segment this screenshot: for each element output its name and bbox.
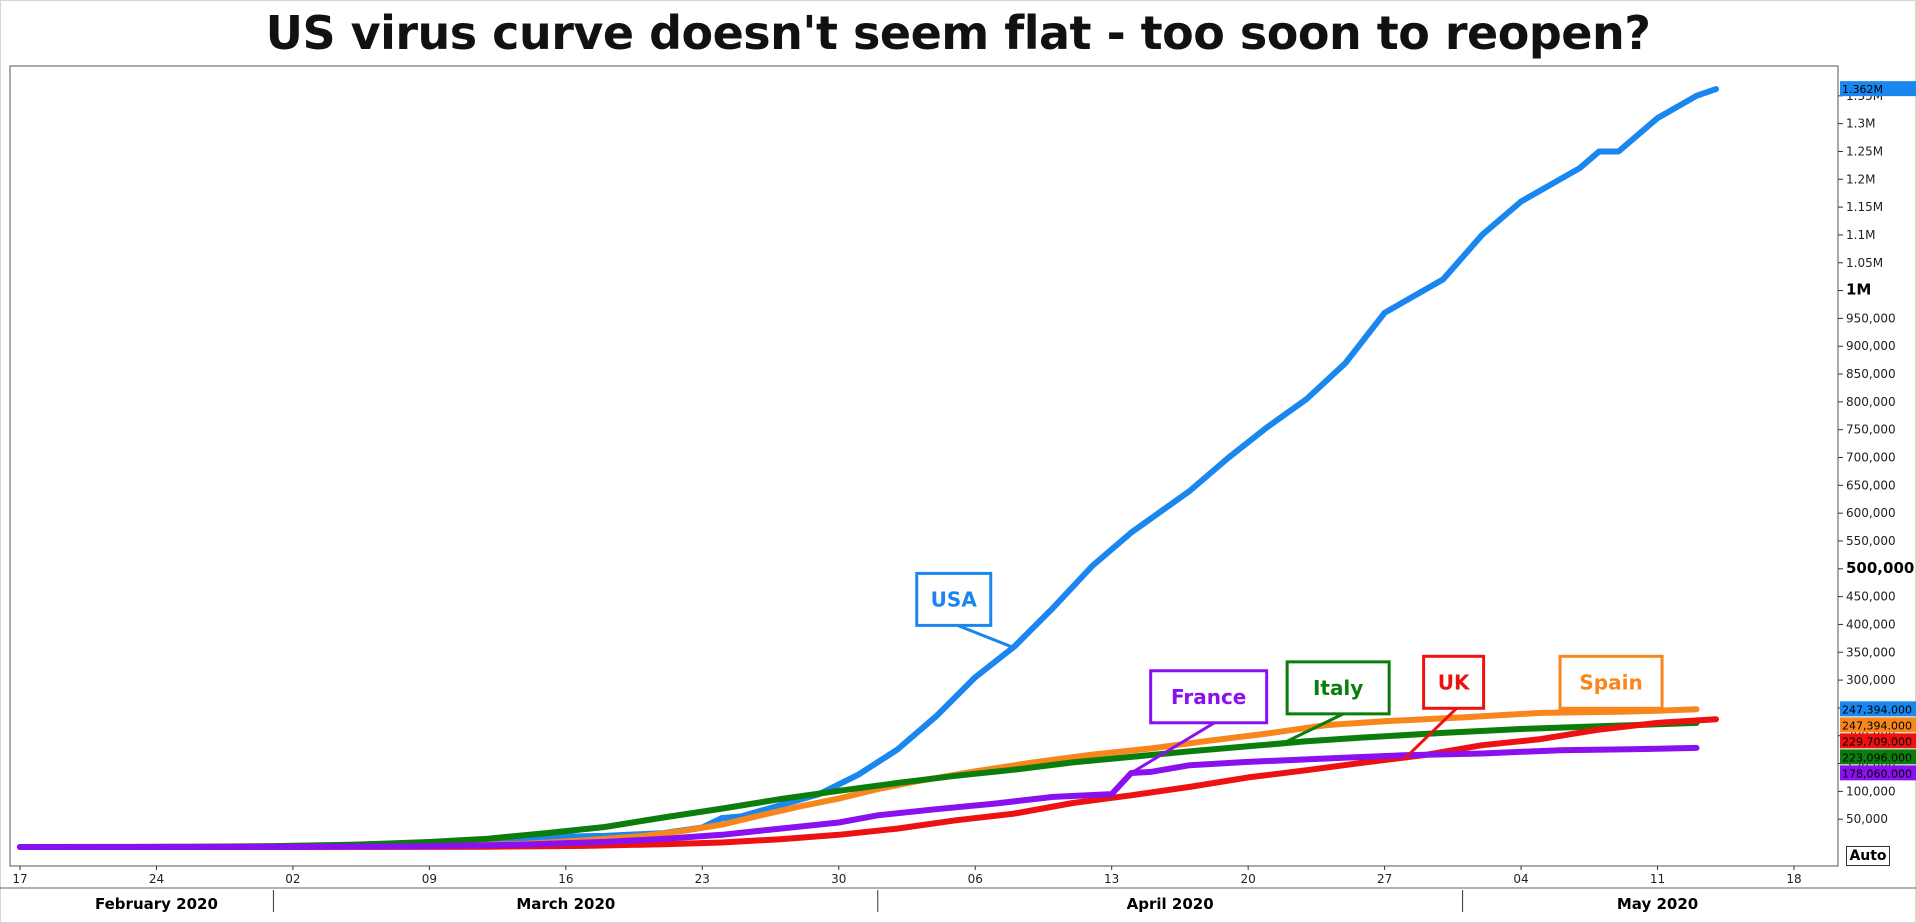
auto-scale-button[interactable]: Auto (1846, 846, 1890, 866)
x-tick-label: 11 (1650, 872, 1665, 886)
callout-box (1422, 654, 1486, 710)
y-tick-label: 1.1M (1846, 228, 1875, 242)
y-tick-label: 900,000 (1846, 339, 1896, 353)
x-tick-label: 16 (558, 872, 573, 886)
last-value-label: 247,394.000 (1842, 719, 1912, 732)
y-tick-label: 350,000 (1846, 645, 1896, 659)
x-tick-label: 06 (968, 872, 983, 886)
x-tick-label: 04 (1513, 872, 1528, 886)
last-value-tag (1840, 717, 1916, 733)
x-tick-label: 18 (1786, 872, 1801, 886)
callout-leader (956, 623, 1015, 650)
callout-label: UK (1438, 670, 1471, 694)
y-tick-label: 650,000 (1846, 478, 1896, 492)
y-tick-label: 750,000 (1846, 423, 1896, 437)
callout-leader (1130, 721, 1216, 775)
y-tick-label: 800,000 (1846, 395, 1896, 409)
callout-box (1558, 654, 1664, 710)
callout-box (915, 571, 993, 627)
y-tick-label: 400,000 (1846, 617, 1896, 631)
y-tick-label: 50,000 (1846, 812, 1888, 826)
y-tick-label: 600,000 (1846, 506, 1896, 520)
last-value-label: 178,060.000 (1842, 767, 1912, 780)
last-value-tag (1840, 701, 1916, 717)
x-month-label: February 2020 (95, 895, 218, 913)
y-tick-label: 1.2M (1846, 172, 1875, 186)
chart-title: US virus curve doesn't seem flat - too s… (265, 6, 1651, 60)
last-value-label: 229,709.000 (1842, 735, 1912, 748)
x-tick-label: 23 (695, 872, 710, 886)
series-line-france (17, 744, 1700, 850)
callout-label: USA (931, 587, 978, 611)
callout-label: Italy (1313, 676, 1363, 700)
last-value-label: 223,096.000 (1842, 751, 1912, 764)
y-tick-label: 1.05M (1846, 256, 1883, 270)
callout-box (1285, 660, 1391, 716)
x-tick-label: 02 (285, 872, 300, 886)
x-month-label: April 2020 (1127, 895, 1214, 913)
x-tick-label: 20 (1241, 872, 1256, 886)
y-tick-label: 700,000 (1846, 451, 1896, 465)
last-value-label: 247,394.000 (1842, 703, 1912, 716)
y-tick-label: 550,000 (1846, 534, 1896, 548)
last-value-tag (1840, 733, 1916, 749)
x-tick-label: 30 (831, 872, 846, 886)
x-tick-label: 13 (1104, 872, 1119, 886)
callout-box (1149, 669, 1269, 725)
y-tick-label: 950,000 (1846, 311, 1896, 325)
y-tick-label: 450,000 (1846, 590, 1896, 604)
last-value-tag (1840, 81, 1916, 97)
x-month-label: May 2020 (1617, 895, 1698, 913)
callout-leader (1286, 712, 1344, 743)
callout-leader (1403, 707, 1458, 761)
x-tick-label: 09 (422, 872, 437, 886)
y-tick-label: 500,000 (1846, 559, 1914, 577)
plot-border (9, 65, 1839, 867)
y-tick-label: 300,000 (1846, 673, 1896, 687)
last-value-tag (1840, 749, 1916, 765)
y-tick-label: 1.25M (1846, 144, 1883, 158)
callout-label: France (1171, 685, 1246, 709)
x-tick-label: 24 (149, 872, 164, 886)
series-line-uk (17, 716, 1719, 850)
y-tick-label: 850,000 (1846, 367, 1896, 381)
y-tick-label: 1M (1846, 281, 1871, 299)
series-line-italy (17, 719, 1700, 850)
x-tick-label: 17 (12, 872, 27, 886)
y-tick-label: 1.3M (1846, 117, 1875, 131)
last-value-label: 1.362M (1842, 83, 1883, 96)
last-value-tag (1840, 765, 1916, 781)
y-tick-label: 1.15M (1846, 200, 1883, 214)
x-tick-label: 27 (1377, 872, 1392, 886)
x-month-label: March 2020 (516, 895, 615, 913)
y-tick-label: 100,000 (1846, 784, 1896, 798)
callout-label: Spain (1579, 670, 1642, 694)
